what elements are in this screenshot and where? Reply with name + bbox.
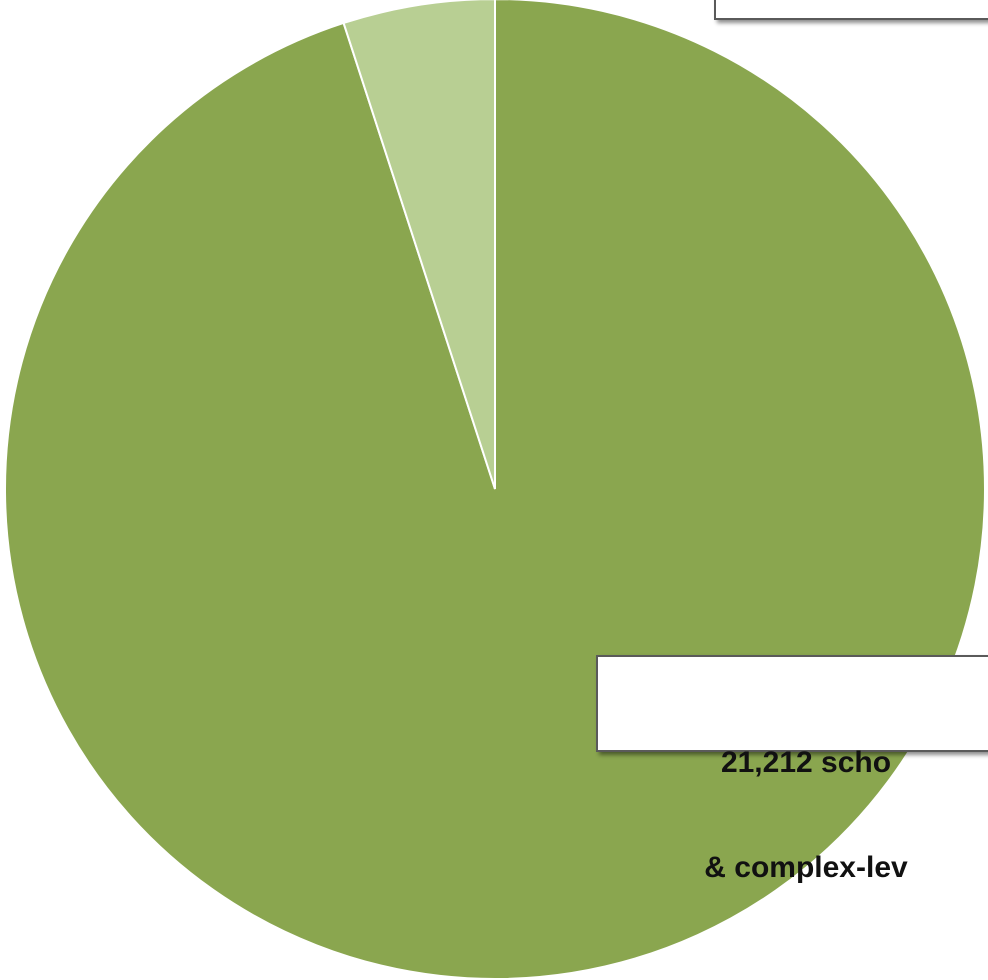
pie-slice-2 <box>342 0 496 490</box>
slice-label-line-2: & complex-lev <box>704 851 908 884</box>
slice-label-box-top <box>714 0 988 20</box>
slice-label-line-1: 21,212 scho <box>720 746 892 779</box>
slice-label-box-main: 21,212 scho & complex-lev <box>596 655 988 884</box>
